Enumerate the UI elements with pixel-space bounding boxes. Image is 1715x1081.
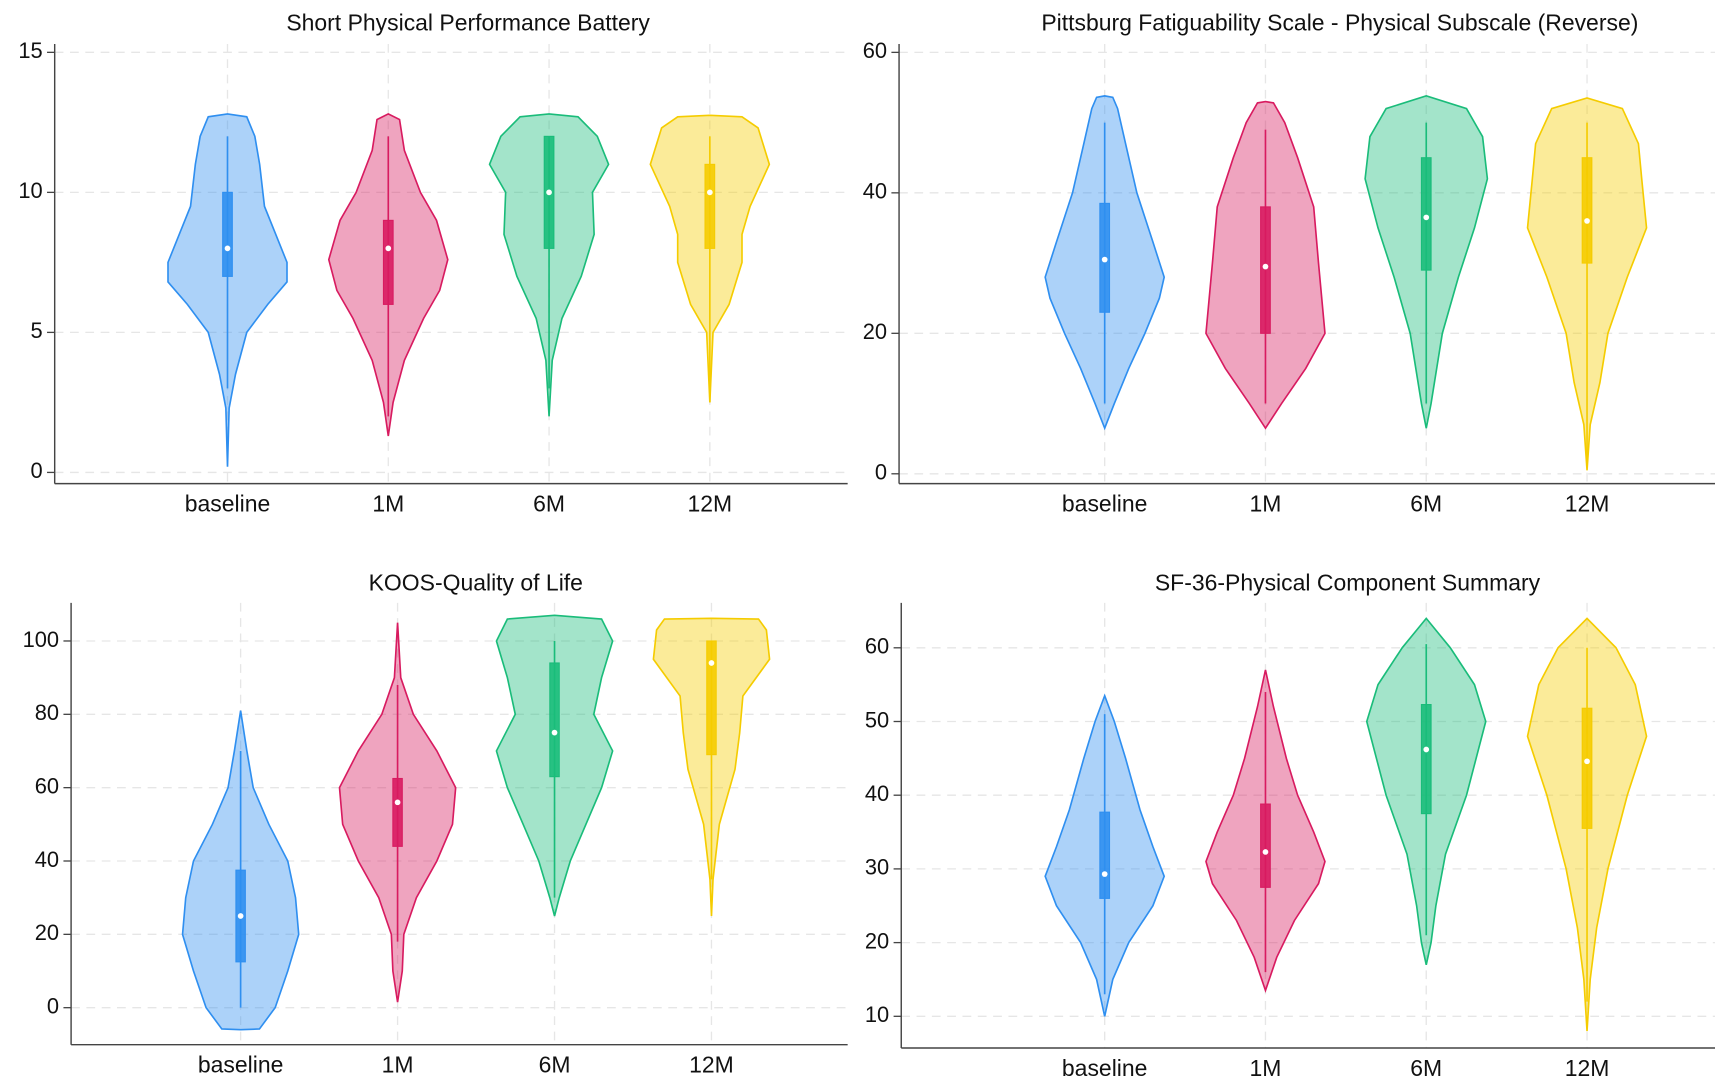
median (708, 660, 715, 666)
chart-title: SF-36-Physical Component Summary (1155, 569, 1541, 595)
box (706, 640, 717, 756)
y-tick-label: 15 (18, 38, 42, 63)
box (704, 163, 716, 249)
x-tick-label: 6M (533, 491, 565, 517)
y-tick-label: 20 (865, 928, 889, 953)
y-tick-label: 10 (18, 178, 42, 203)
y-tick-label: 60 (863, 38, 887, 63)
box (392, 777, 403, 847)
x-tick-label: 6M (1410, 491, 1442, 517)
median (1423, 214, 1430, 221)
box (382, 219, 394, 305)
y-tick-label: 60 (35, 773, 59, 798)
box (549, 662, 560, 778)
median (546, 189, 552, 196)
y-tick-label: 0 (875, 460, 887, 485)
panel: 10 20 30 40 50 60 SF-36-Physical Component Sum… (865, 569, 1715, 1081)
y-tick-label: 50 (865, 707, 889, 732)
median (1101, 871, 1108, 877)
median (1584, 218, 1590, 224)
box (1260, 803, 1271, 888)
y-tick-label: 10 (865, 1002, 889, 1027)
box (1420, 157, 1432, 271)
box (222, 191, 233, 277)
box (1581, 157, 1593, 264)
y-tick-label: 80 (35, 700, 59, 725)
x-tick-label: 1M (382, 1052, 414, 1078)
box (1420, 704, 1432, 815)
x-tick-label: 6M (539, 1052, 571, 1078)
x-tick-label: 12M (1565, 491, 1610, 517)
x-tick-label: 1M (1250, 1055, 1282, 1081)
median (237, 913, 244, 919)
y-tick-label: 20 (863, 319, 887, 344)
y-tick-label: 0 (30, 458, 42, 483)
x-tick-label: baseline (1062, 491, 1148, 517)
chart-title: Pittsburg Fatiguability Scale - Physical… (1041, 9, 1638, 35)
chart-title: KOOS-Quality of Life (369, 569, 583, 595)
panel: 0 20 40 60 Pittsburg Fatiguability Scale - P… (863, 9, 1715, 517)
x-tick-label: 12M (688, 491, 733, 517)
median (1262, 263, 1269, 270)
y-tick-label: 5 (30, 318, 42, 343)
y-tick-label: 40 (863, 179, 887, 204)
x-tick-label: baseline (1062, 1055, 1148, 1081)
median (1423, 746, 1430, 753)
median (1584, 758, 1590, 765)
y-tick-label: 40 (35, 847, 59, 872)
x-tick-label: 1M (1250, 491, 1282, 517)
median (394, 799, 401, 806)
box (1581, 707, 1593, 829)
median (224, 245, 231, 252)
box (1260, 206, 1271, 334)
x-tick-label: baseline (185, 491, 271, 517)
x-tick-label: 12M (689, 1052, 734, 1078)
box (1099, 811, 1111, 899)
median (707, 189, 713, 196)
median (1101, 256, 1108, 263)
y-tick-label: 20 (35, 920, 59, 945)
median (385, 245, 392, 252)
y-tick-label: 30 (865, 855, 889, 880)
median (1262, 849, 1269, 855)
chart-title: Short Physical Performance Battery (286, 9, 650, 35)
x-tick-label: 1M (372, 491, 404, 517)
y-tick-label: 100 (23, 627, 59, 652)
x-tick-label: 12M (1565, 1055, 1610, 1081)
x-tick-label: baseline (198, 1052, 284, 1078)
panel: 0 20 40 60 80 100 KOOS-Quality of Life baseline… (23, 569, 848, 1078)
median (551, 729, 558, 736)
panel: 0 5 10 15 Short Physical Performance Battery… (18, 9, 848, 517)
x-tick-label: 6M (1410, 1055, 1442, 1081)
y-tick-label: 0 (47, 993, 59, 1018)
y-tick-label: 60 (865, 634, 889, 659)
y-tick-label: 40 (865, 781, 889, 806)
